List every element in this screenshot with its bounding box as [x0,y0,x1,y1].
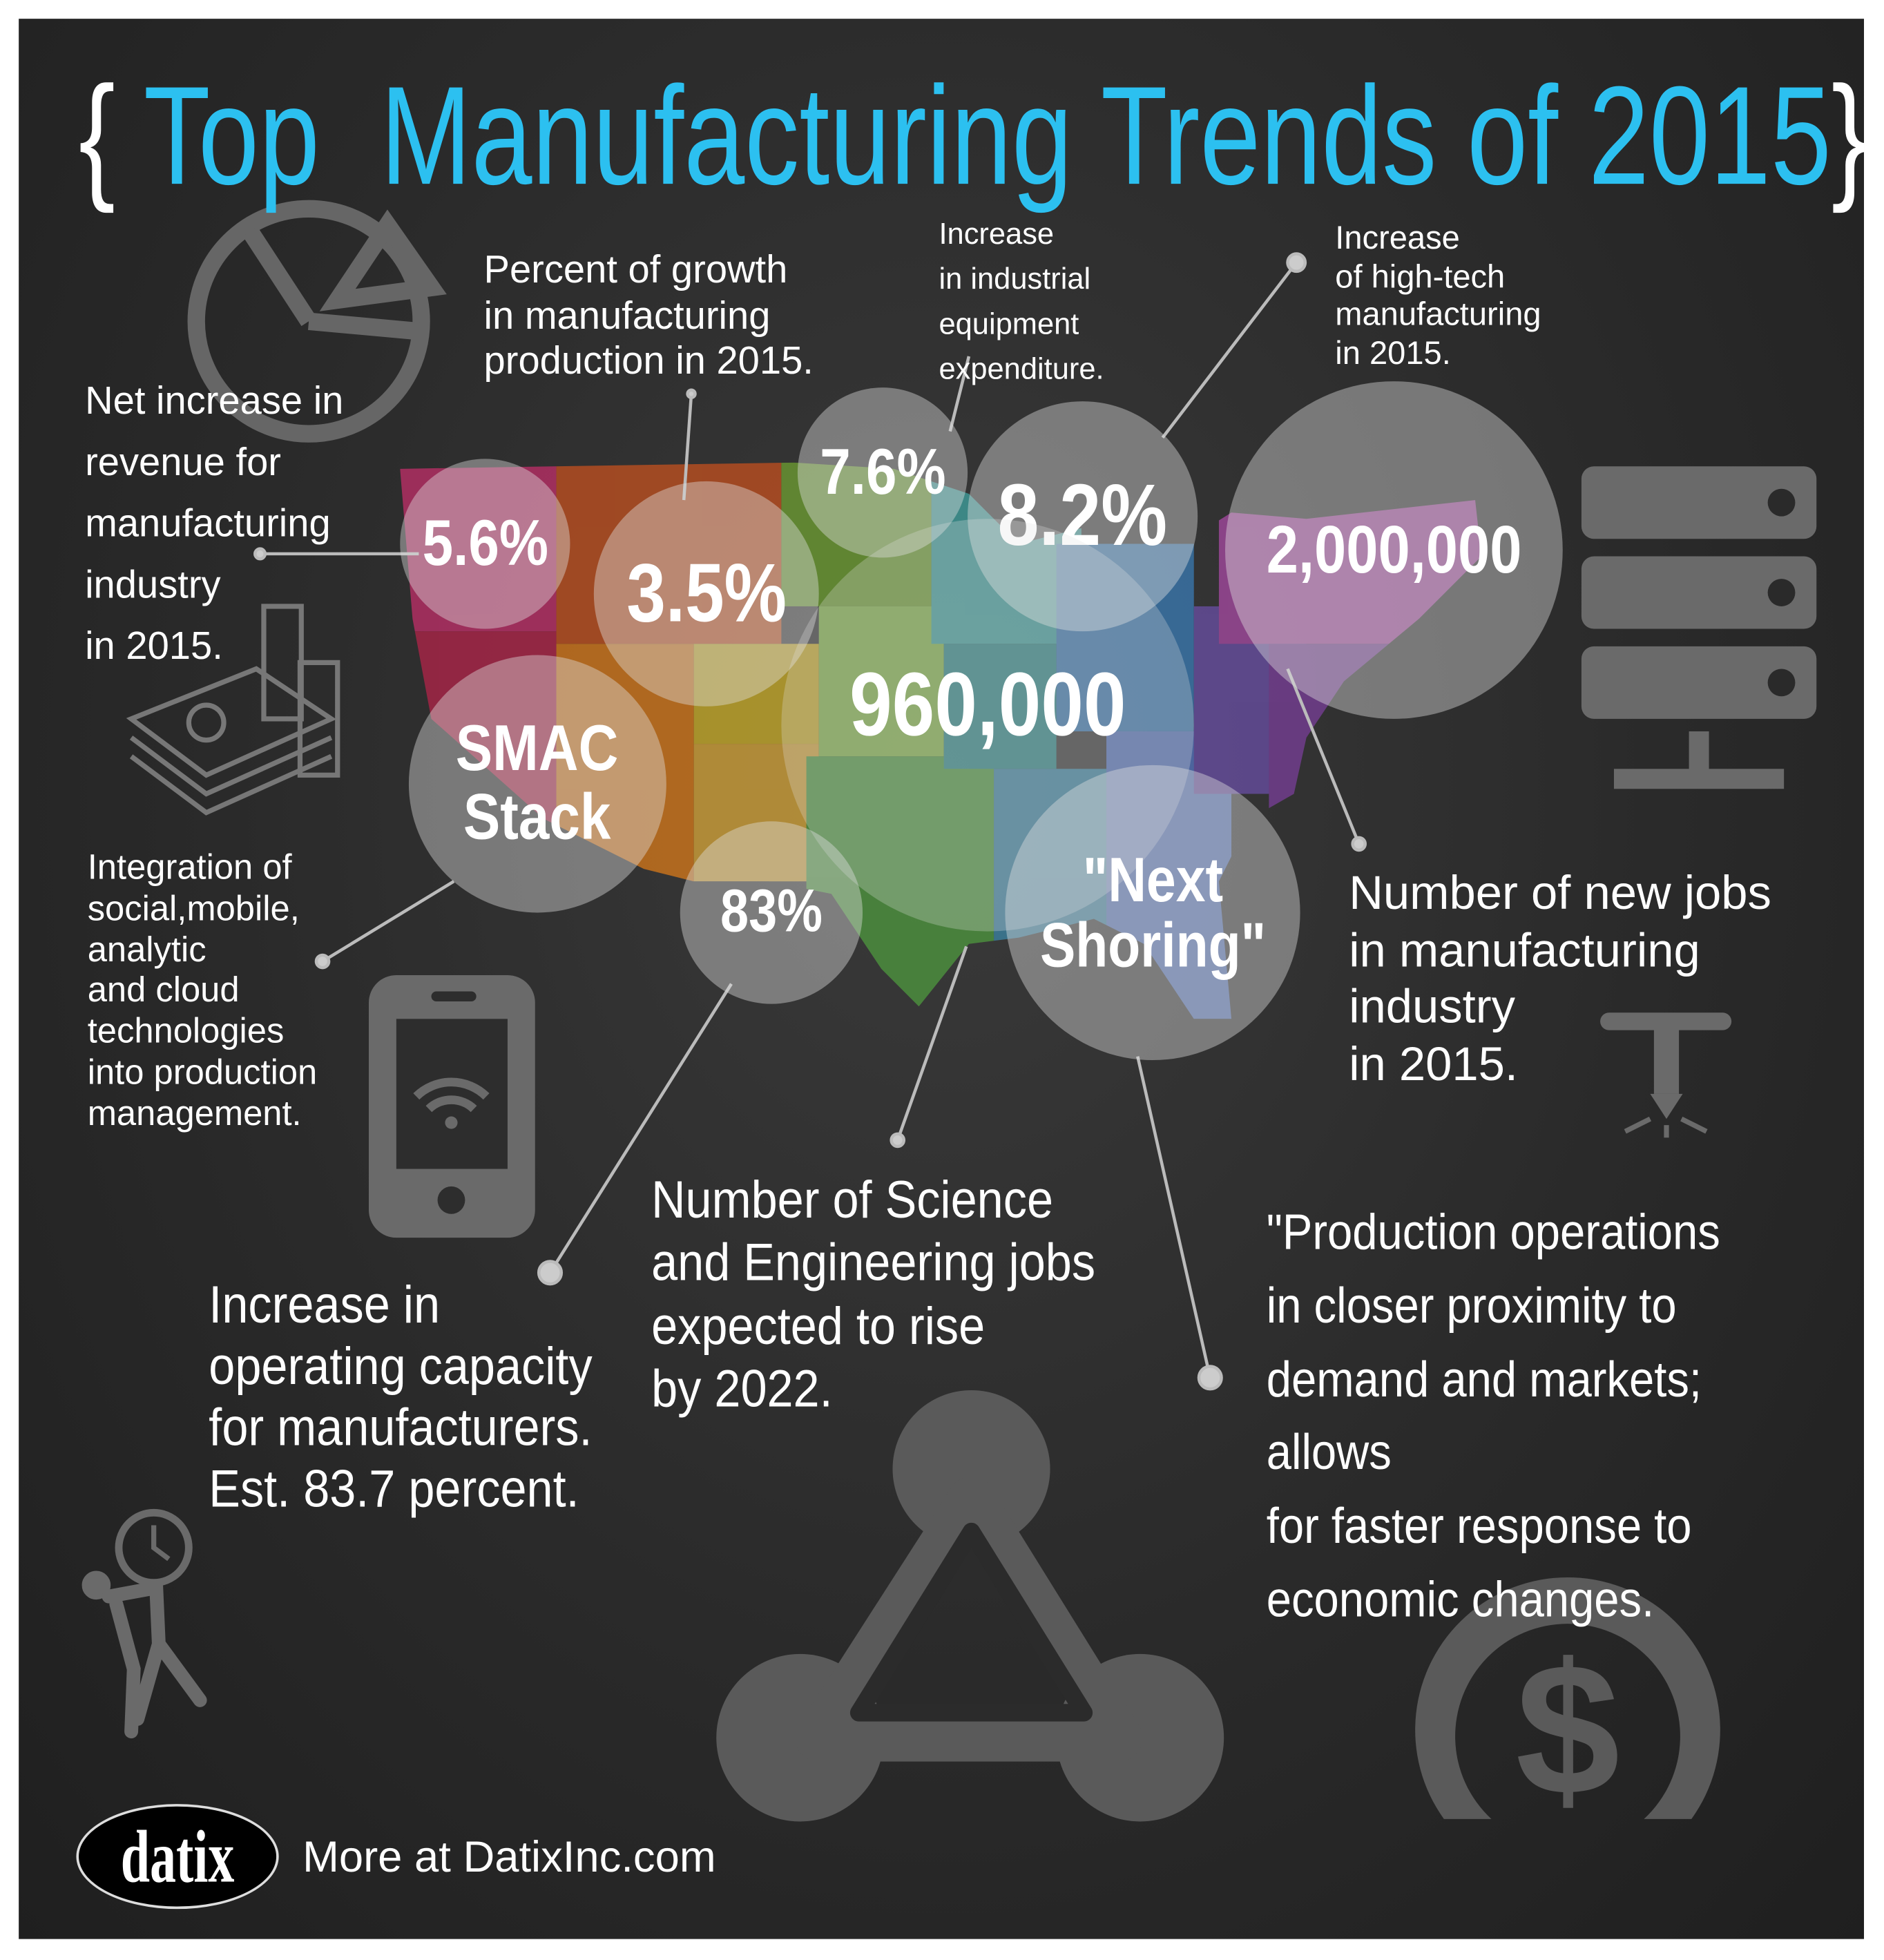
label-equipment: Increase in industrial equipment expendi… [939,217,1104,387]
open-brace: { [79,57,115,214]
pie-chart-icon [187,200,447,443]
stat-value: "Next Shoring" [1039,844,1266,981]
stat-circle-revenue: 5.6% [400,459,570,629]
label-production: Percent of growth in manufacturing produ… [483,247,814,383]
label-new-jobs: Number of new jobs in manufacturing indu… [1349,867,1771,1091]
more-link[interactable]: More at DatixInc.com [302,1832,716,1882]
stat-circle-new-jobs: 2,000,000 [1224,381,1563,719]
stat-circle-production: 3.5% [593,481,819,707]
label-next-shoring: "Production operations in closer proximi… [1266,1205,1720,1628]
datix-logo[interactable]: datix [76,1804,279,1910]
money-icon [126,604,340,816]
label-revenue: Net increase in revenue for manufacturin… [85,378,344,668]
stat-circle-equipment: 7.6% [797,387,968,558]
icons-layer: $ [81,200,1817,1834]
page-title: { Top Manufacturing Trends of 2015} [79,66,1864,206]
logo-text: datix [120,1814,235,1897]
smartphone-wifi-icon [369,974,535,1238]
title-rest: Manufacturing Trends of 2015 [380,57,1832,214]
stat-value: SMAC Stack [456,713,619,854]
drill-icon [1600,1012,1732,1138]
stat-circle-capacity: 83% [680,821,863,1004]
label-smac: Integration of social,mobile, analytic a… [87,847,318,1133]
stat-circle-next-shoring: "Next Shoring" [1005,765,1300,1061]
stat-value: 83% [720,878,823,945]
close-brace: } [1832,57,1864,213]
person-clock-icon [81,1508,207,1739]
dollar-icon: $ [1415,1577,1720,1834]
svg-text:$: $ [1515,1624,1619,1834]
label-capacity: Increase in operating capacity for manuf… [209,1275,593,1519]
us-map [400,462,1482,1019]
connector-lines [253,252,1367,1391]
server-icon [1581,466,1817,789]
label-hightech: Increase of high-tech manufacturing in 2… [1335,218,1541,372]
stat-value: 8.2% [997,466,1168,564]
label-science-jobs: Number of Science and Engineering jobs e… [651,1170,1096,1419]
stat-value: 3.5% [626,546,787,640]
stat-circle-hightech: 8.2% [968,401,1198,632]
stat-value: 2,000,000 [1266,512,1522,588]
stat-circle-science-jobs: 960,000 [781,519,1194,932]
title-top: Top [143,57,320,214]
infographic-panel: $ { Top Manufacturing Trends of 2015} 5.… [19,19,1865,1939]
network-triangle-icon [716,1390,1224,1822]
stat-value: 7.6% [819,436,946,509]
stat-value: 5.6% [422,507,548,580]
stat-circle-smac: SMAC Stack [408,655,666,913]
stat-value: 960,000 [849,655,1126,756]
